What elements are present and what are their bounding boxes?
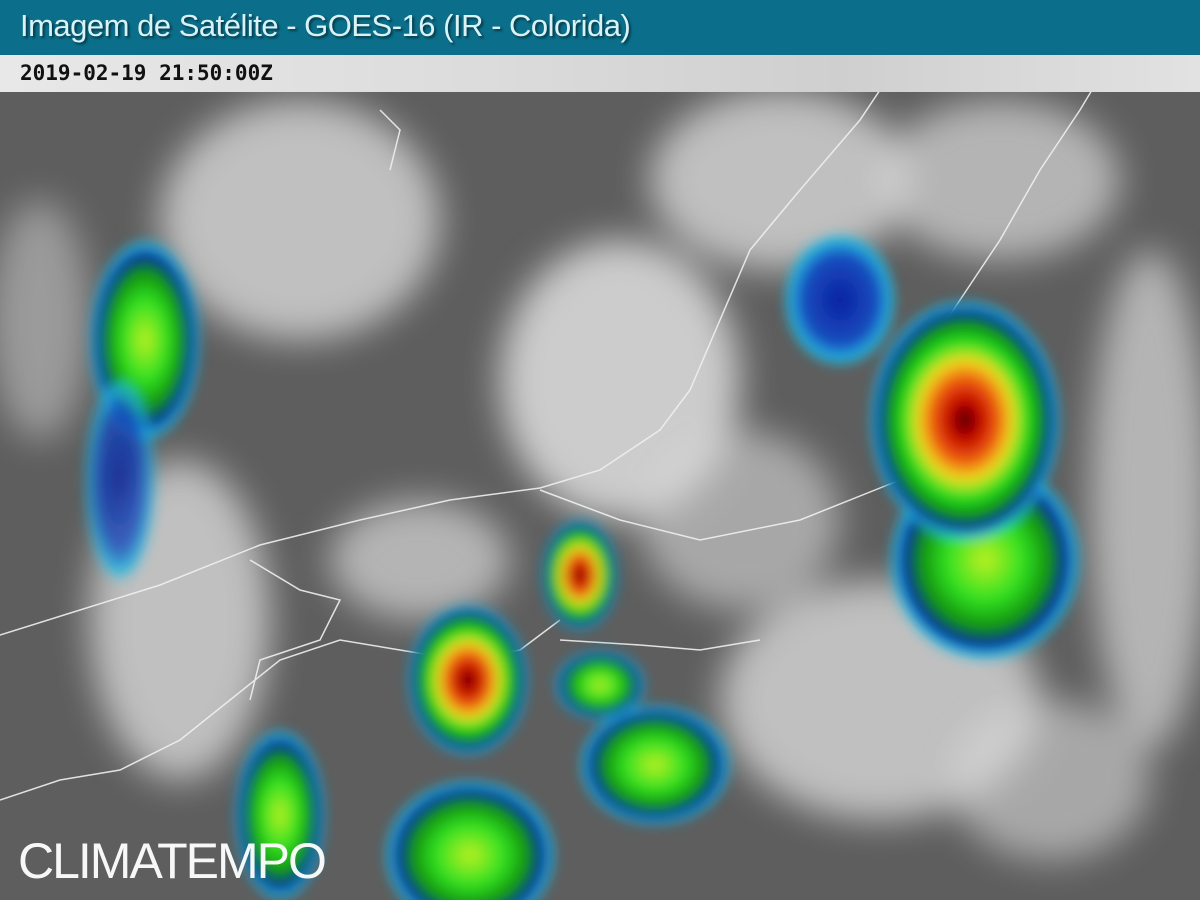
timestamp: 2019-02-19 21:50:00Z — [20, 61, 273, 85]
page-title: Imagem de Satélite - GOES-16 (IR - Color… — [20, 8, 631, 43]
climatempo-logo: CLIMATEMPO — [18, 833, 327, 889]
timestamp-bar: 2019-02-19 21:50:00Z — [0, 55, 1200, 92]
title-bar: Imagem de Satélite - GOES-16 (IR - Color… — [0, 0, 1200, 55]
convective-cells — [85, 235, 1080, 900]
